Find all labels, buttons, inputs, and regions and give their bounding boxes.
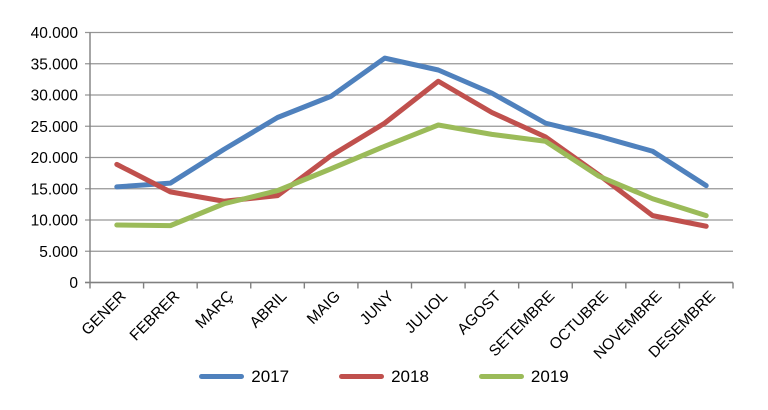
series-line-2019 [114,122,709,229]
x-tick-label: MARÇ [192,288,236,332]
x-tick-label: ABRIL [247,288,291,332]
gridlines [85,31,733,284]
legend-label-2019: 2019 [530,367,569,386]
y-tick-label: 20.000 [31,150,79,167]
y-tick-label: 5.000 [39,244,78,261]
y-tick-label: 25.000 [31,119,79,136]
x-tick-label: MAIG [304,288,344,328]
y-tick-label: 30.000 [31,88,79,105]
y-tick-label: 15.000 [31,181,79,198]
series-line-2017 [114,55,709,190]
x-tick-label: FEBRER [127,288,183,344]
legend-label-2018: 2018 [391,367,429,386]
legend-item-2018: 2018 [339,368,429,385]
legend-swatch-2018 [339,374,385,379]
x-tick-label: JULIOL [402,288,451,337]
series-line-2018 [114,78,709,229]
y-tick-label: 10.000 [31,213,79,230]
axes [85,32,734,289]
series-lines [114,55,709,229]
y-tick-label: 0 [69,275,78,292]
legend: 2017 2018 2019 [0,368,768,385]
legend-swatch-2019 [478,374,524,379]
x-tick-label: JUNY [357,288,398,329]
y-axis-labels: 0 5.000 10.000 15.000 20.000 25.000 30.000 35.0… [31,25,79,292]
x-tick-label: AGOST [454,287,505,338]
legend-label-2017: 2017 [251,367,290,386]
legend-item-2019: 2019 [478,367,569,386]
legend-item-2017: 2017 [199,368,289,385]
x-tick-label: GENER [79,288,130,339]
legend-swatch-2017 [199,374,245,379]
y-tick-label: 40.000 [31,25,79,42]
y-tick-label: 35.000 [31,56,79,73]
